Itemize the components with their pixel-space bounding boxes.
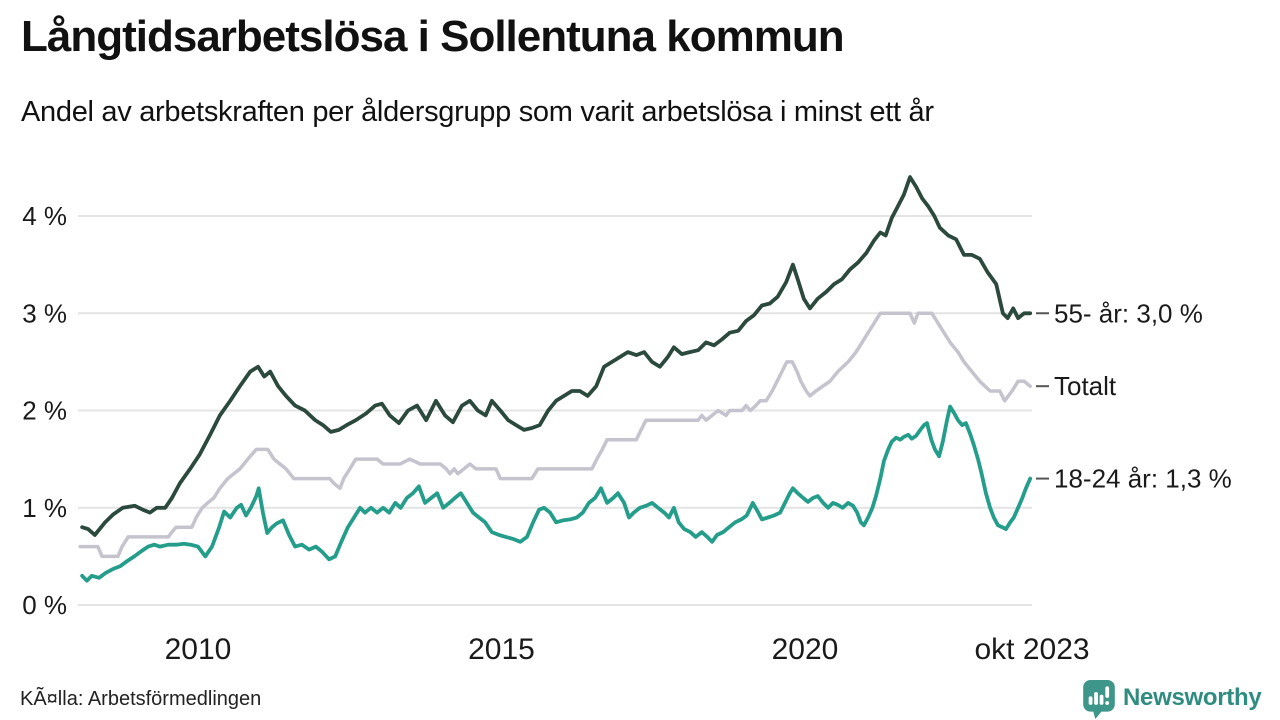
x-tick-label: 2015: [468, 633, 535, 666]
y-tick-label: 1 %: [22, 493, 67, 523]
series-end-label: 55- år: 3,0 %: [1054, 298, 1203, 328]
series-line-55-år: [80, 175, 1033, 537]
series-line-Totalt: [78, 311, 1032, 559]
y-tick-label: 0 %: [22, 590, 67, 620]
y-tick-label: 3 %: [22, 298, 67, 328]
source-note: KÃ¤lla: Arbetsförmedlingen: [20, 688, 262, 710]
newsworthy-logo: Newsworthy: [1083, 680, 1262, 719]
newsworthy-logo-icon: [1083, 680, 1115, 719]
page-title: Långtidsarbetslösa i Sollentuna kommun: [21, 12, 845, 61]
page-subtitle: Andel av arbetskraften per åldersgrupp s…: [21, 96, 934, 128]
x-tick-label: 2010: [165, 633, 232, 666]
series-line-18-24år: [80, 404, 1033, 583]
series-end-label: 18-24 år: 1,3 %: [1054, 464, 1232, 494]
newsworthy-logo-text: Newsworthy: [1123, 684, 1262, 711]
x-tick-label: 2020: [772, 633, 839, 666]
series-end-label: Totalt: [1054, 371, 1117, 401]
x-tick-label: okt 2023: [974, 633, 1089, 666]
y-tick-label: 4 %: [22, 201, 67, 231]
y-tick-label: 2 %: [22, 396, 67, 426]
